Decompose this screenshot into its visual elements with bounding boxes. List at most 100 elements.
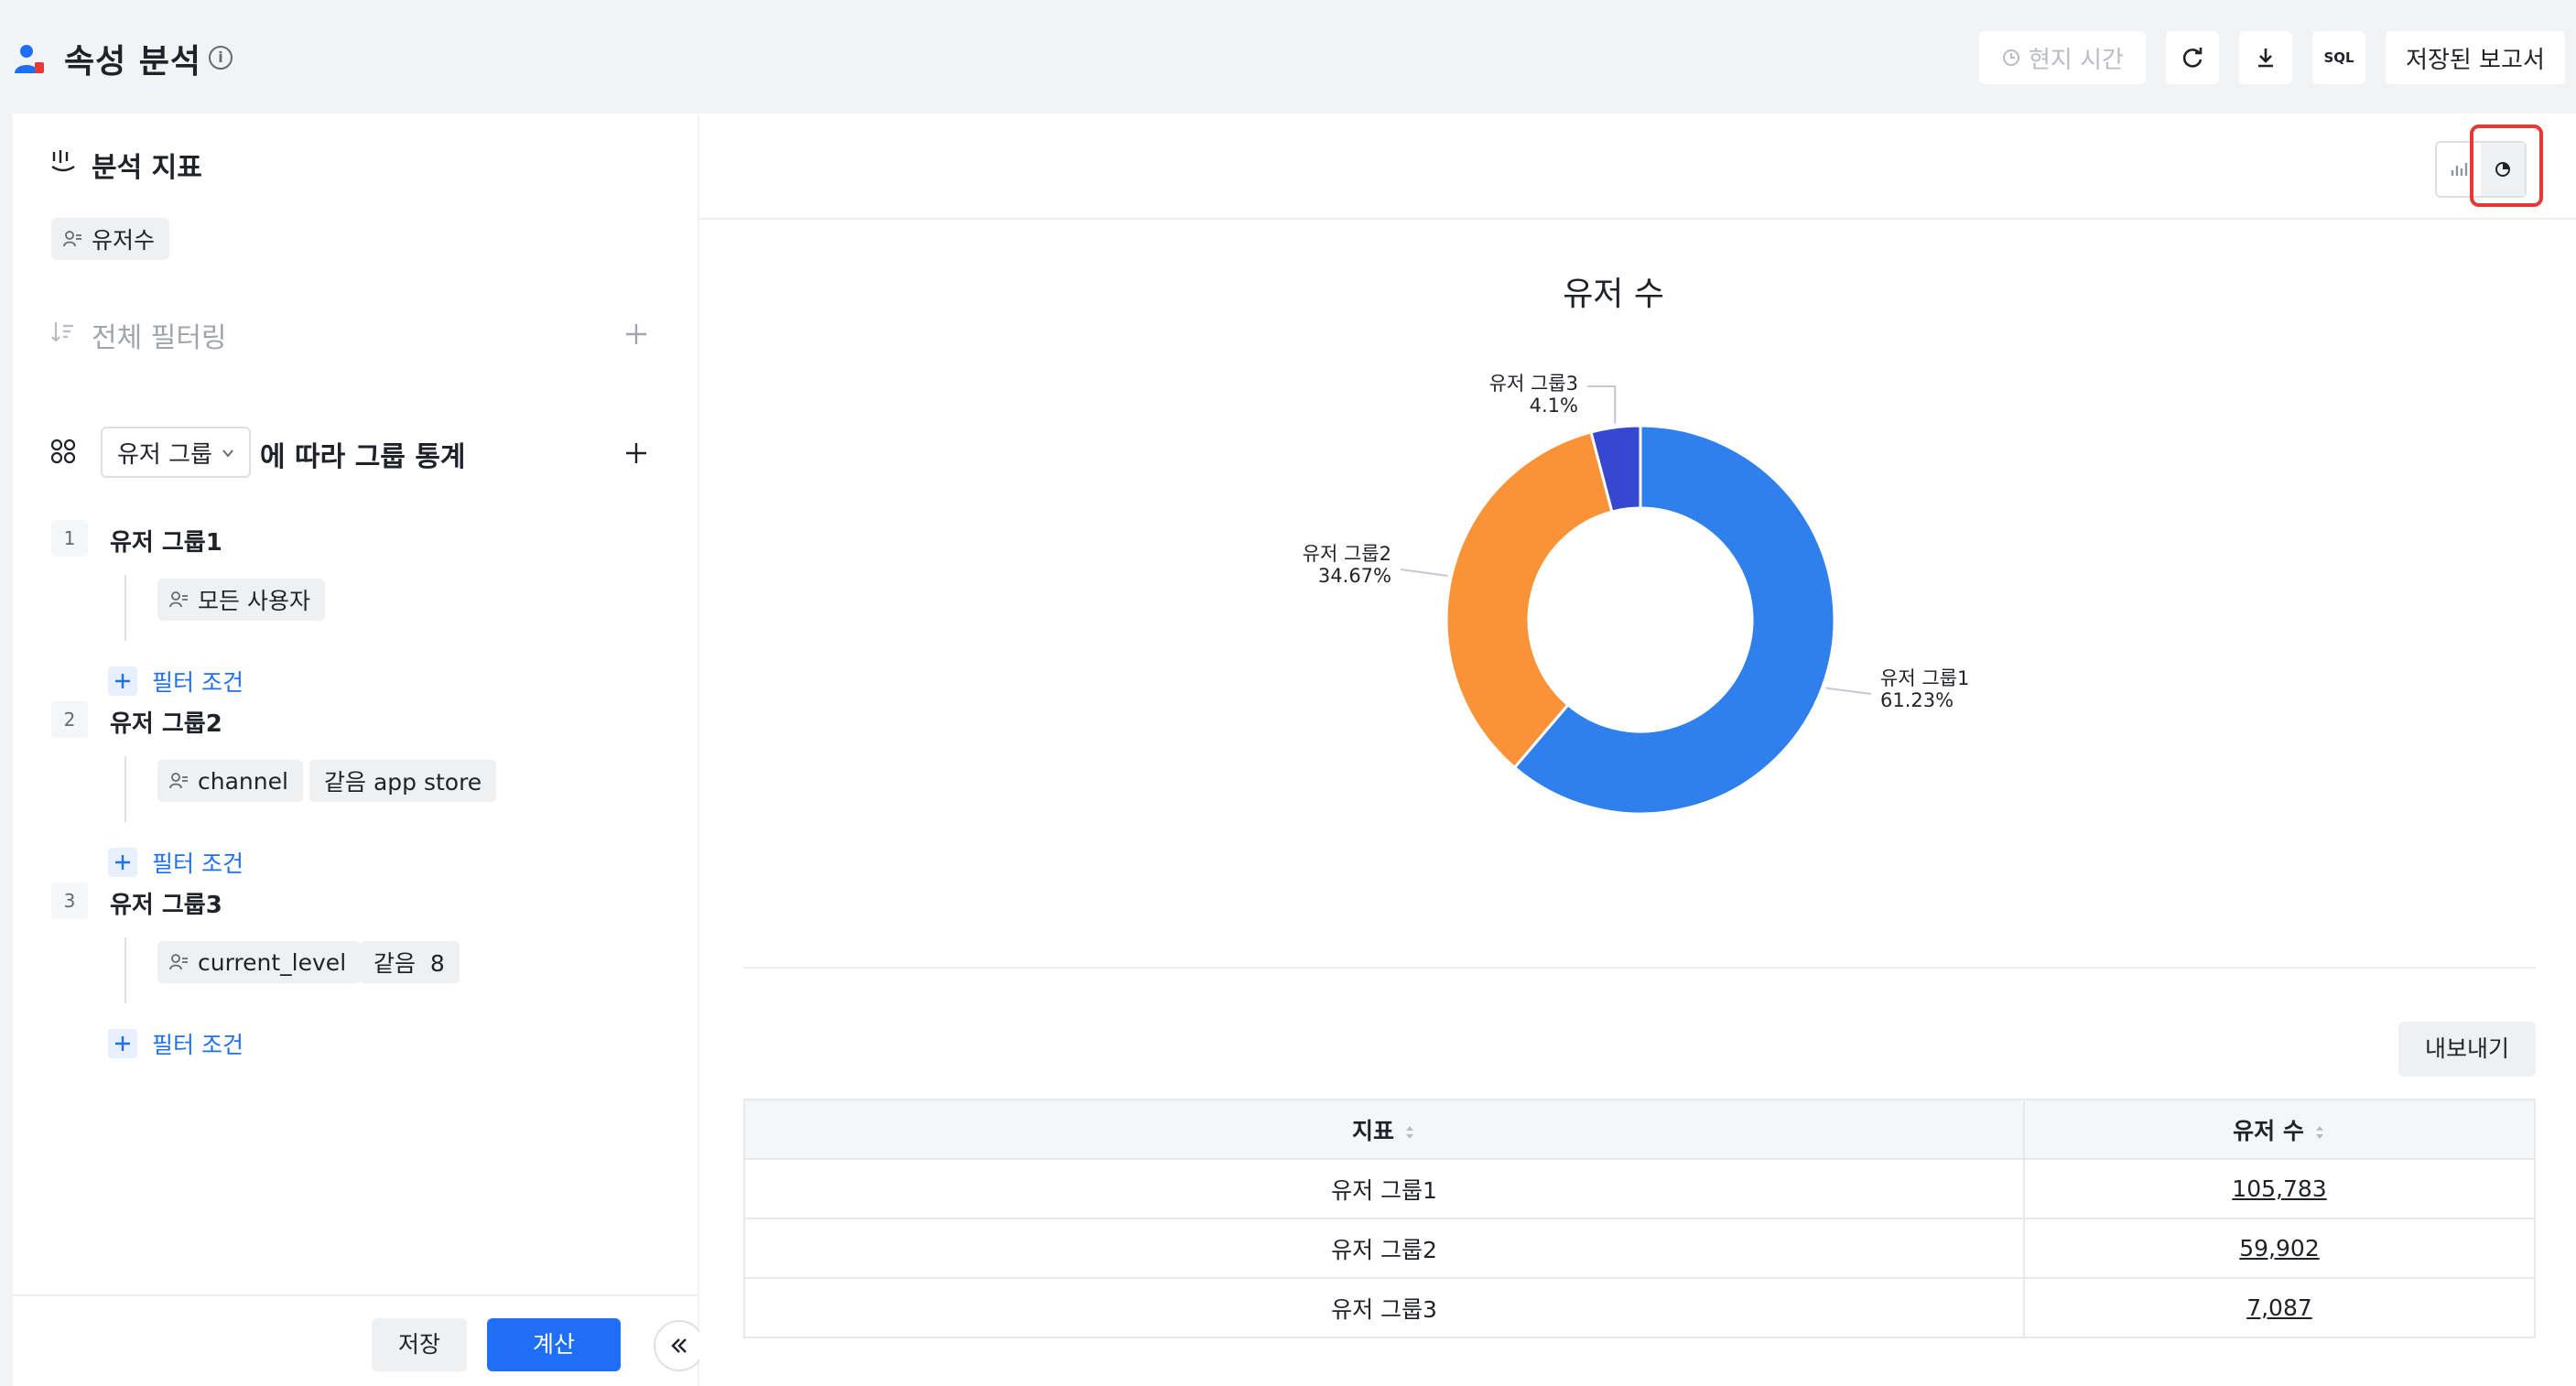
local-time-button[interactable]: 현지 시간 xyxy=(1979,31,2146,84)
pie-slice[interactable] xyxy=(1512,424,1836,816)
person-list-icon xyxy=(63,231,81,247)
chevron-down-icon xyxy=(222,449,233,458)
add-group-icon[interactable] xyxy=(622,439,650,467)
row-value-link[interactable]: 105,783 xyxy=(2023,1158,2536,1219)
metric-chip[interactable]: 유저수 xyxy=(51,218,170,260)
filter-chip-label: channel xyxy=(198,767,288,795)
divider xyxy=(124,575,126,641)
filter-sort-icon xyxy=(51,322,73,342)
column-header-label: 유저 수 xyxy=(2233,1117,2304,1144)
filter-chip-label: 모든 사용자 xyxy=(198,588,310,614)
local-time-label: 현지 시간 xyxy=(2029,46,2124,74)
metrics-title: 분석 지표 xyxy=(92,152,202,184)
collapse-panel-button[interactable] xyxy=(654,1320,705,1371)
table-row: 유저 그룹3 7,087 xyxy=(743,1277,2536,1338)
column-header-label: 지표 xyxy=(1351,1117,1394,1144)
slice-percent-label: 4.1% xyxy=(1530,395,1578,417)
label-leader-line xyxy=(1587,385,1617,424)
divider xyxy=(124,756,126,822)
divider xyxy=(699,218,2576,220)
header: 속성 분석 i 현지 시간 SQL 저장된 보고서 xyxy=(0,0,2576,114)
metric-chip-label: 유저수 xyxy=(92,227,156,254)
group-number: 1 xyxy=(51,520,88,557)
slice-category-label: 유저 그룹2 xyxy=(1303,543,1391,565)
saved-report-label: 저장된 보고서 xyxy=(2406,46,2545,74)
save-button[interactable]: 저장 xyxy=(372,1318,467,1371)
sql-button[interactable]: SQL xyxy=(2312,31,2365,84)
bar-chart-icon xyxy=(2451,163,2468,176)
sort-icon xyxy=(2315,1125,2323,1139)
add-filter-button[interactable]: 필터 조건 xyxy=(108,1027,244,1060)
refresh-icon xyxy=(2182,48,2203,68)
group-name[interactable]: 유저 그룹1 xyxy=(110,529,222,557)
filter-chip[interactable]: current_level xyxy=(157,941,362,983)
data-table: 지표 유저 수 유저 그룹1 105,783 유저 그룹2 59,902 유저 … xyxy=(743,1099,2536,1338)
person-list-icon xyxy=(169,591,188,608)
plus-icon xyxy=(115,674,130,688)
divider xyxy=(13,1294,698,1296)
slice-percent-label: 61.23% xyxy=(1880,689,1954,711)
row-label: 유저 그룹1 xyxy=(743,1158,2025,1219)
label-leader-line xyxy=(1400,568,1448,578)
label-leader-line xyxy=(1825,687,1872,695)
divider xyxy=(124,937,126,1003)
pie-chart-icon xyxy=(2495,162,2510,177)
group-name[interactable]: 유저 그룹3 xyxy=(110,892,222,919)
group-name[interactable]: 유저 그룹2 xyxy=(110,710,222,738)
condition-chip[interactable]: 같음 app store xyxy=(309,760,497,802)
row-label: 유저 그룹3 xyxy=(743,1277,2025,1338)
group-by-select[interactable]: 유저 그룹 xyxy=(101,427,251,478)
group-by-value: 유저 그룹 xyxy=(117,440,212,469)
filter-title: 전체 필터링 xyxy=(92,322,227,354)
slice-category-label: 유저 그룹1 xyxy=(1880,667,1969,689)
chart-title: 유저 수 xyxy=(1563,276,1664,313)
saved-report-button[interactable]: 저장된 보고서 xyxy=(2386,31,2565,84)
filter-chip[interactable]: 모든 사용자 xyxy=(157,579,325,621)
download-icon xyxy=(2258,49,2273,68)
add-filter-button[interactable]: 필터 조건 xyxy=(108,665,244,698)
add-filter-label: 필터 조건 xyxy=(152,1032,244,1058)
download-button[interactable] xyxy=(2239,31,2292,84)
table-row: 유저 그룹2 59,902 xyxy=(743,1218,2536,1279)
condition-chip-label: 같음 8 xyxy=(373,950,445,977)
page-title: 속성 분석 xyxy=(64,43,202,81)
right-panel: 유저 수 유저 그룹1 61.23% 유저 그룹2 34.67% 유저 그룹3 4.1% … xyxy=(699,114,2576,1386)
group-by-suffix: 에 따라 그룹 통계 xyxy=(260,441,466,473)
left-panel: 분석 지표 유저수 전체 필터링 유저 그룹 에 따라 그룹 통계 1 유저 그… xyxy=(13,114,705,1386)
table-row: 유저 그룹1 105,783 xyxy=(743,1158,2536,1219)
person-list-icon xyxy=(169,954,188,970)
pie-slice[interactable] xyxy=(1589,424,1642,514)
column-header-users[interactable]: 유저 수 xyxy=(2023,1099,2536,1160)
plus-icon xyxy=(115,855,130,870)
add-filter-button[interactable]: 필터 조건 xyxy=(108,846,244,879)
info-icon[interactable]: i xyxy=(209,46,233,70)
filter-chip[interactable]: channel xyxy=(157,760,303,802)
double-chevron-left-icon xyxy=(671,1338,687,1353)
condition-chip-label: 같음 app store xyxy=(324,769,482,796)
pie-view-button[interactable] xyxy=(2481,143,2525,196)
group-number: 3 xyxy=(51,882,88,919)
selection-highlight xyxy=(2470,125,2543,207)
sql-label: SQL xyxy=(2323,49,2354,66)
calculate-button[interactable]: 계산 xyxy=(487,1318,621,1371)
filter-chip-label: current_level xyxy=(198,948,347,976)
plus-icon xyxy=(115,1036,130,1051)
export-button[interactable]: 내보내기 xyxy=(2398,1022,2536,1077)
refresh-button[interactable] xyxy=(2166,31,2219,84)
slice-category-label: 유저 그룹3 xyxy=(1489,373,1578,395)
condition-chip[interactable]: 같음 8 xyxy=(359,941,460,983)
person-list-icon xyxy=(169,773,188,789)
clock-icon xyxy=(2003,49,2020,66)
add-filter-label: 필터 조건 xyxy=(152,669,244,696)
add-filter-label: 필터 조건 xyxy=(152,850,244,877)
add-filter-icon[interactable] xyxy=(622,320,650,348)
group-icon xyxy=(50,439,76,464)
pie-slice[interactable] xyxy=(1445,430,1614,770)
divider xyxy=(743,967,2536,969)
row-value-link[interactable]: 7,087 xyxy=(2023,1277,2536,1338)
bar-view-button[interactable] xyxy=(2437,143,2481,196)
row-value-link[interactable]: 59,902 xyxy=(2023,1218,2536,1279)
metric-icon xyxy=(51,150,75,172)
column-header-metric[interactable]: 지표 xyxy=(743,1099,2025,1160)
